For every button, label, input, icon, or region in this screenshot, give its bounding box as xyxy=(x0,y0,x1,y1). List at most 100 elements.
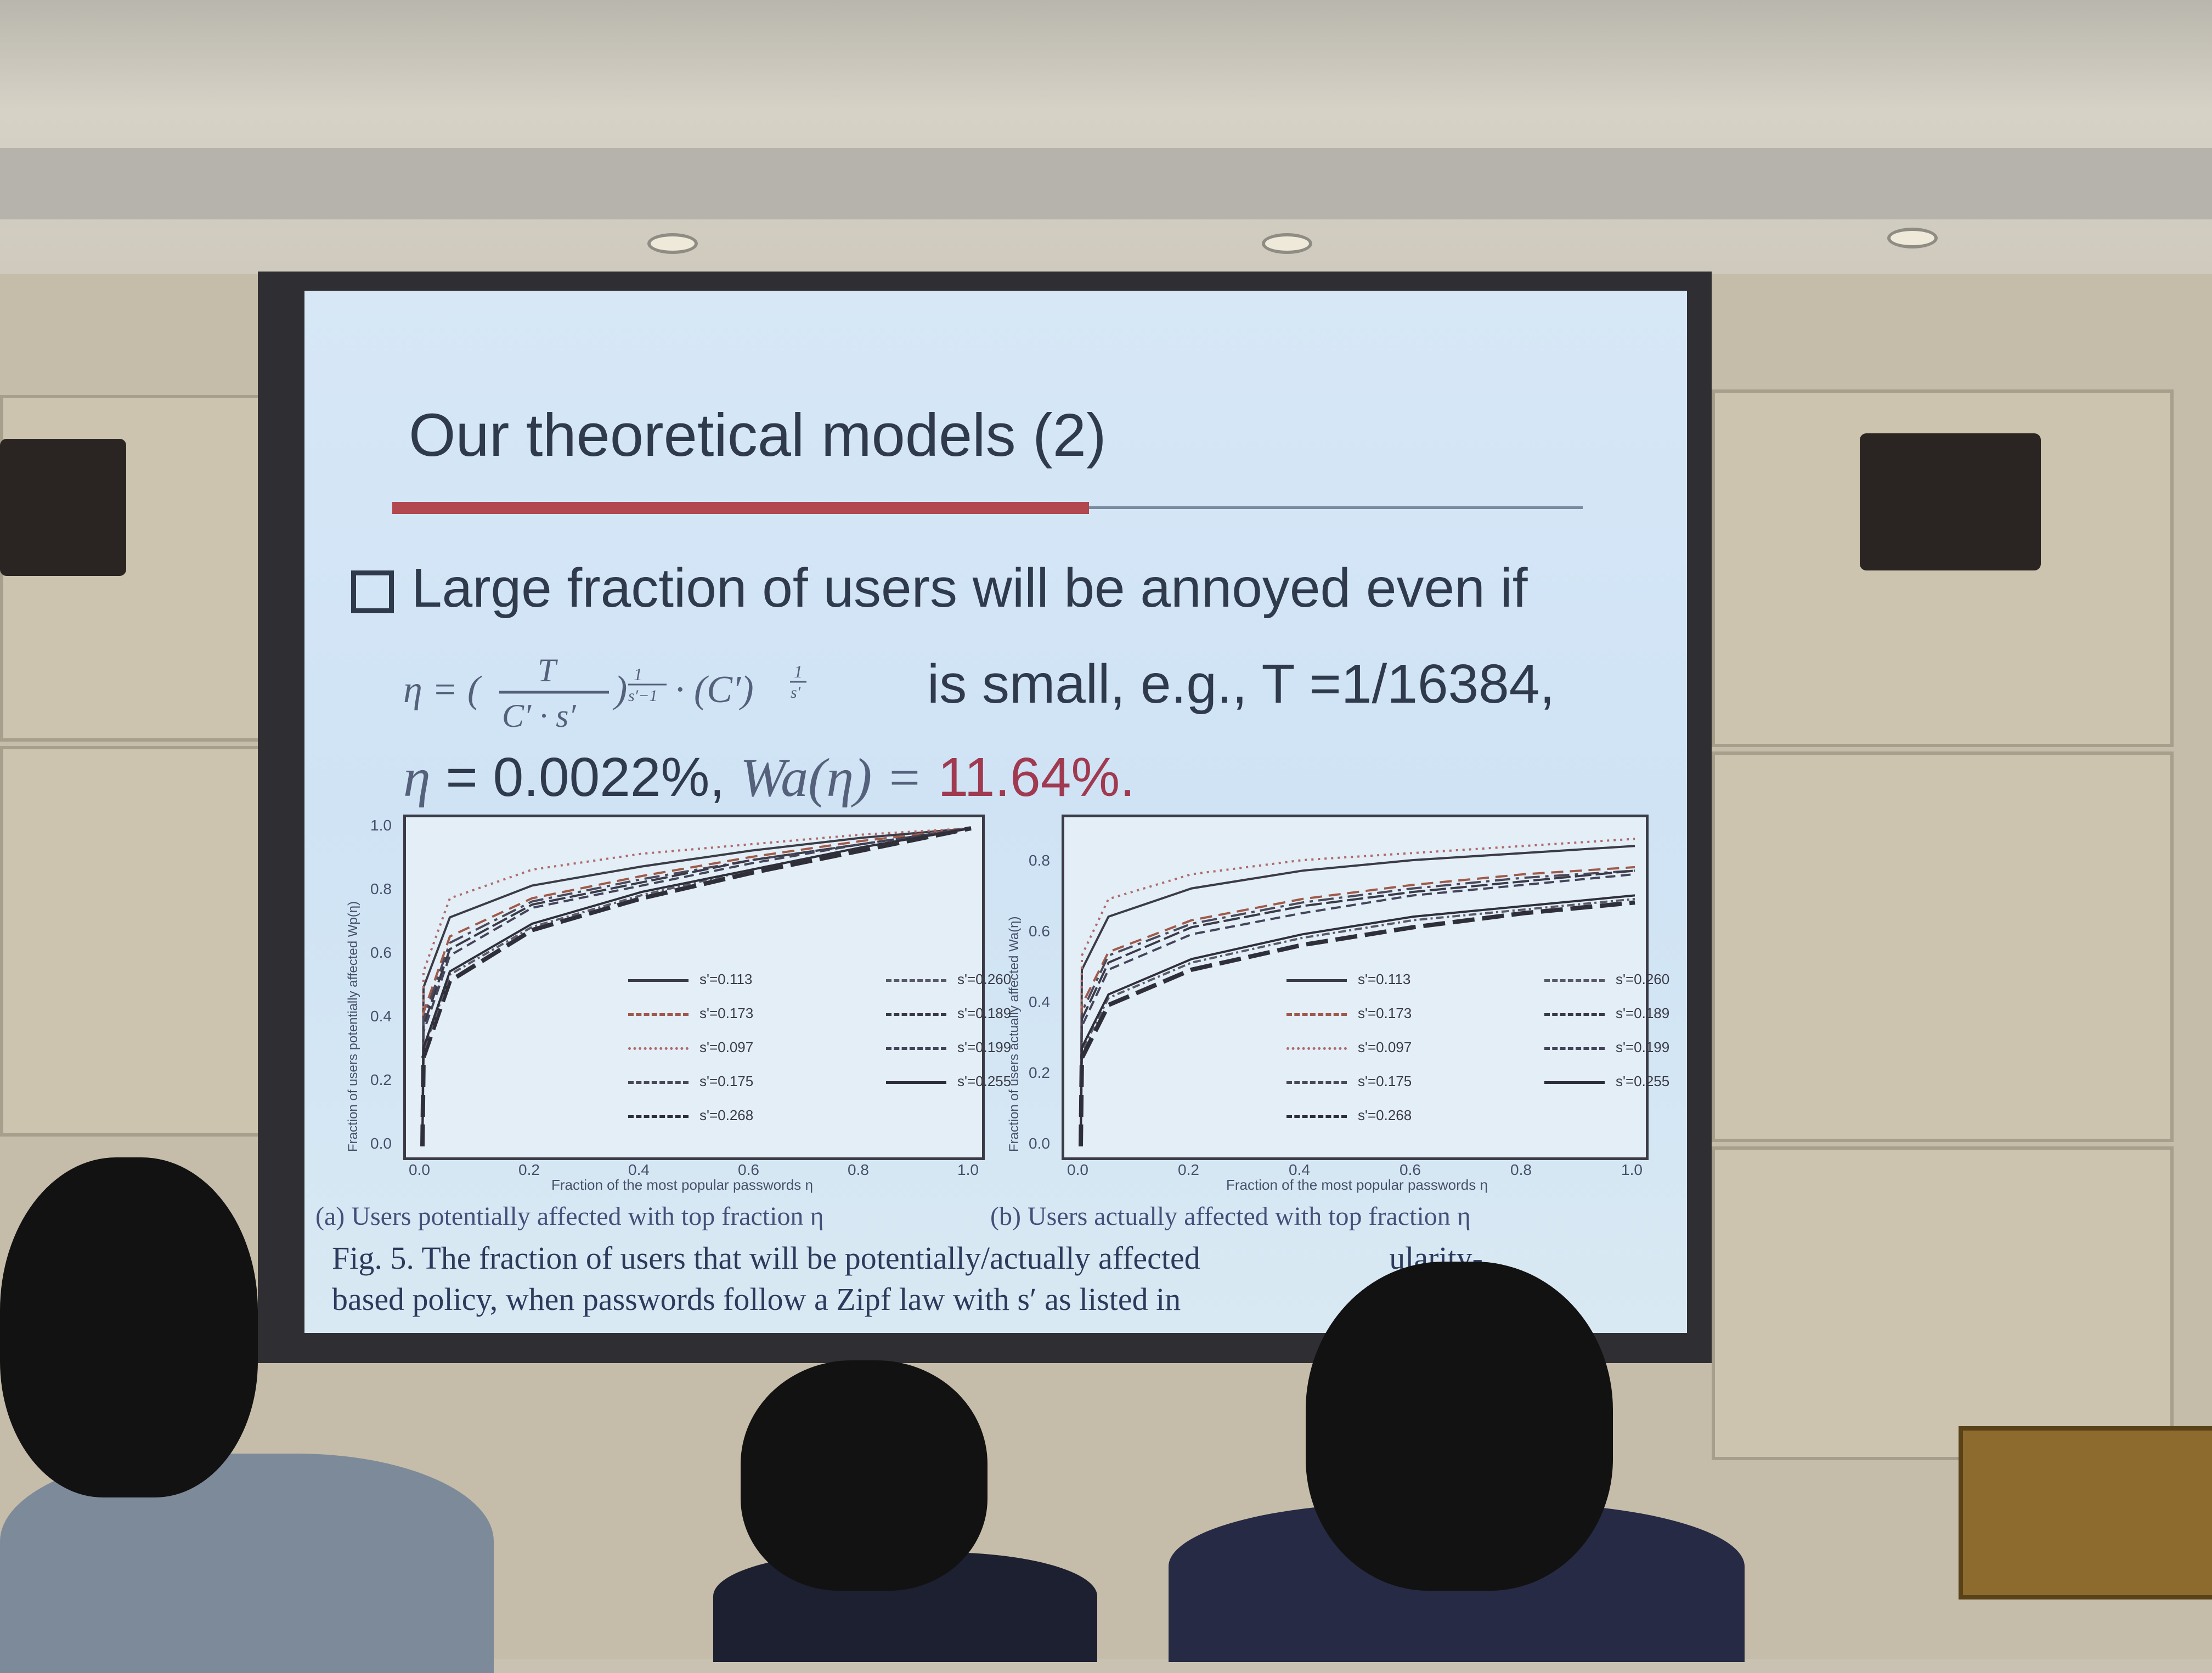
figure-caption-line2: based policy, when passwords follow a Zi… xyxy=(332,1281,1181,1317)
legend-item: s'=0.173 xyxy=(628,1005,753,1022)
chart-b-ylabel: Fraction of users actually affected Wa(η… xyxy=(1007,916,1022,1152)
wall-speaker xyxy=(0,439,126,576)
legend-label: s'=0.175 xyxy=(1358,1073,1412,1089)
figure-caption-text: Fig. 5. The fraction of users that will … xyxy=(332,1240,1200,1276)
series-line-s0.268 xyxy=(1079,900,1635,1147)
legend-item: s'=0.175 xyxy=(1286,1073,1412,1090)
chart-a-svg xyxy=(420,826,972,1147)
chart-b-svg xyxy=(1079,838,1635,1147)
legend-item: s'=0.260 xyxy=(1544,971,1669,988)
legend-line-swatch xyxy=(886,1013,946,1016)
legend-line-swatch xyxy=(886,979,946,982)
result-line: η = 0.0022%, Wa(η) = 11.64%. xyxy=(403,746,1135,809)
svg-text:C′ · s′: C′ · s′ xyxy=(502,698,576,734)
bullet-text: Large fraction of users will be annoyed … xyxy=(411,557,1528,619)
legend-item: s'=0.268 xyxy=(1286,1107,1412,1124)
legend-item: s'=0.189 xyxy=(1544,1005,1669,1022)
legend-line-swatch xyxy=(1544,1013,1605,1016)
series-line-s0.255 xyxy=(421,827,972,1147)
legend-label: s'=0.199 xyxy=(957,1039,1012,1055)
series-line-s0.255 xyxy=(1080,894,1635,1147)
legend-label: s'=0.113 xyxy=(1358,971,1411,987)
x-tick-label: 0.6 xyxy=(1400,1161,1421,1178)
x-tick-label: 0.2 xyxy=(518,1161,540,1178)
ceiling xyxy=(0,0,2212,274)
chart-b-plot-area xyxy=(1062,815,1649,1160)
series-line-s0.113 xyxy=(421,827,972,1147)
wall-panel xyxy=(1712,751,2174,1142)
eta-label: η xyxy=(403,747,431,808)
podium xyxy=(1959,1426,2212,1599)
legend-item: s'=0.097 xyxy=(1286,1039,1412,1056)
y-tick-label: 0.2 xyxy=(370,1071,392,1088)
wall-speaker xyxy=(1860,433,2041,570)
legend-line-swatch xyxy=(1286,979,1347,982)
figure-caption-line1: Fig. 5. The fraction of users that will … xyxy=(332,1240,1483,1276)
y-tick-label: 0.0 xyxy=(370,1135,392,1152)
audience-head xyxy=(1306,1262,1613,1591)
legend-label: s'=0.175 xyxy=(699,1073,754,1089)
series-line-s0.173 xyxy=(421,827,972,1147)
legend-item: s'=0.113 xyxy=(1286,971,1410,988)
legend-item: s'=0.199 xyxy=(1544,1039,1669,1056)
wa-label: Wa(η) = xyxy=(740,747,923,808)
legend-item: s'=0.199 xyxy=(886,1039,1011,1056)
series-line-s0.260 xyxy=(1080,897,1635,1147)
legend-item: s'=0.268 xyxy=(628,1107,753,1124)
legend-line-swatch xyxy=(628,1013,689,1016)
legend-line-swatch xyxy=(628,1115,689,1118)
legend-label: s'=0.268 xyxy=(699,1107,754,1123)
svg-text:T: T xyxy=(538,652,558,688)
y-tick-label: 0.8 xyxy=(370,880,392,897)
y-tick-label: 0.0 xyxy=(1029,1135,1050,1152)
legend-label: s'=0.189 xyxy=(957,1005,1012,1021)
audience-head xyxy=(0,1157,258,1497)
legend-label: s'=0.255 xyxy=(957,1073,1012,1089)
legend-label: s'=0.097 xyxy=(699,1039,754,1055)
series-line-s0.097 xyxy=(421,827,972,1147)
x-tick-label: 0.8 xyxy=(848,1161,869,1178)
legend-line-swatch xyxy=(1286,1081,1347,1084)
svg-text:s′−1: s′−1 xyxy=(628,687,657,705)
x-tick-label: 0.0 xyxy=(409,1161,430,1178)
chart-a-ylabel: Fraction of users potentially affected W… xyxy=(346,901,360,1152)
legend-line-swatch xyxy=(1544,979,1605,982)
slide: Our theoretical models (2) Large fractio… xyxy=(304,291,1687,1333)
svg-text:· (C′): · (C′) xyxy=(675,669,754,711)
legend-line-swatch xyxy=(628,1047,689,1050)
legend-line-swatch xyxy=(628,1081,689,1084)
legend-label: s'=0.268 xyxy=(1358,1107,1412,1123)
y-tick-label: 0.6 xyxy=(370,944,392,961)
legend-label: s'=0.260 xyxy=(1616,971,1670,987)
svg-text:s′: s′ xyxy=(791,683,801,702)
legend-line-swatch xyxy=(1544,1047,1605,1050)
title-underline xyxy=(392,502,1089,514)
legend-label: s'=0.173 xyxy=(699,1005,754,1021)
x-tick-label: 0.4 xyxy=(1289,1161,1310,1178)
x-tick-label: 0.0 xyxy=(1067,1161,1088,1178)
chart-a-xlabel: Fraction of the most popular passwords η xyxy=(551,1177,813,1193)
legend-item: s'=0.173 xyxy=(1286,1005,1412,1022)
y-tick-label: 0.4 xyxy=(370,1008,392,1025)
audience-head xyxy=(741,1360,988,1591)
legend-line-swatch xyxy=(1544,1081,1605,1084)
legend-item: s'=0.113 xyxy=(628,971,752,988)
subcaption-b: (b) Users actually affected with top fra… xyxy=(990,1202,1471,1231)
x-tick-label: 1.0 xyxy=(1621,1161,1643,1178)
ceiling-light xyxy=(1887,228,1938,248)
legend-item: s'=0.260 xyxy=(886,971,1011,988)
series-line-s0.268 xyxy=(420,826,972,1147)
series-line-s0.097 xyxy=(1080,838,1635,1147)
legend-label: s'=0.097 xyxy=(1358,1039,1412,1055)
series-line-s0.189 xyxy=(1080,869,1635,1147)
checkbox-bullet-icon xyxy=(351,570,394,613)
series-line-s0.175 xyxy=(1080,869,1635,1147)
legend-label: s'=0.173 xyxy=(1358,1005,1412,1021)
chart-b-xlabel: Fraction of the most popular passwords η xyxy=(1226,1177,1488,1193)
legend-line-swatch xyxy=(1286,1013,1347,1016)
legend-item: s'=0.255 xyxy=(1544,1073,1669,1090)
svg-text:1: 1 xyxy=(634,664,642,684)
y-tick-label: 0.2 xyxy=(1029,1064,1050,1082)
eta-formula: η = ( T C′ · s′ ) 1 s′−1 · (C′) 1 s′ xyxy=(403,647,897,751)
legend-item: s'=0.097 xyxy=(628,1039,753,1056)
